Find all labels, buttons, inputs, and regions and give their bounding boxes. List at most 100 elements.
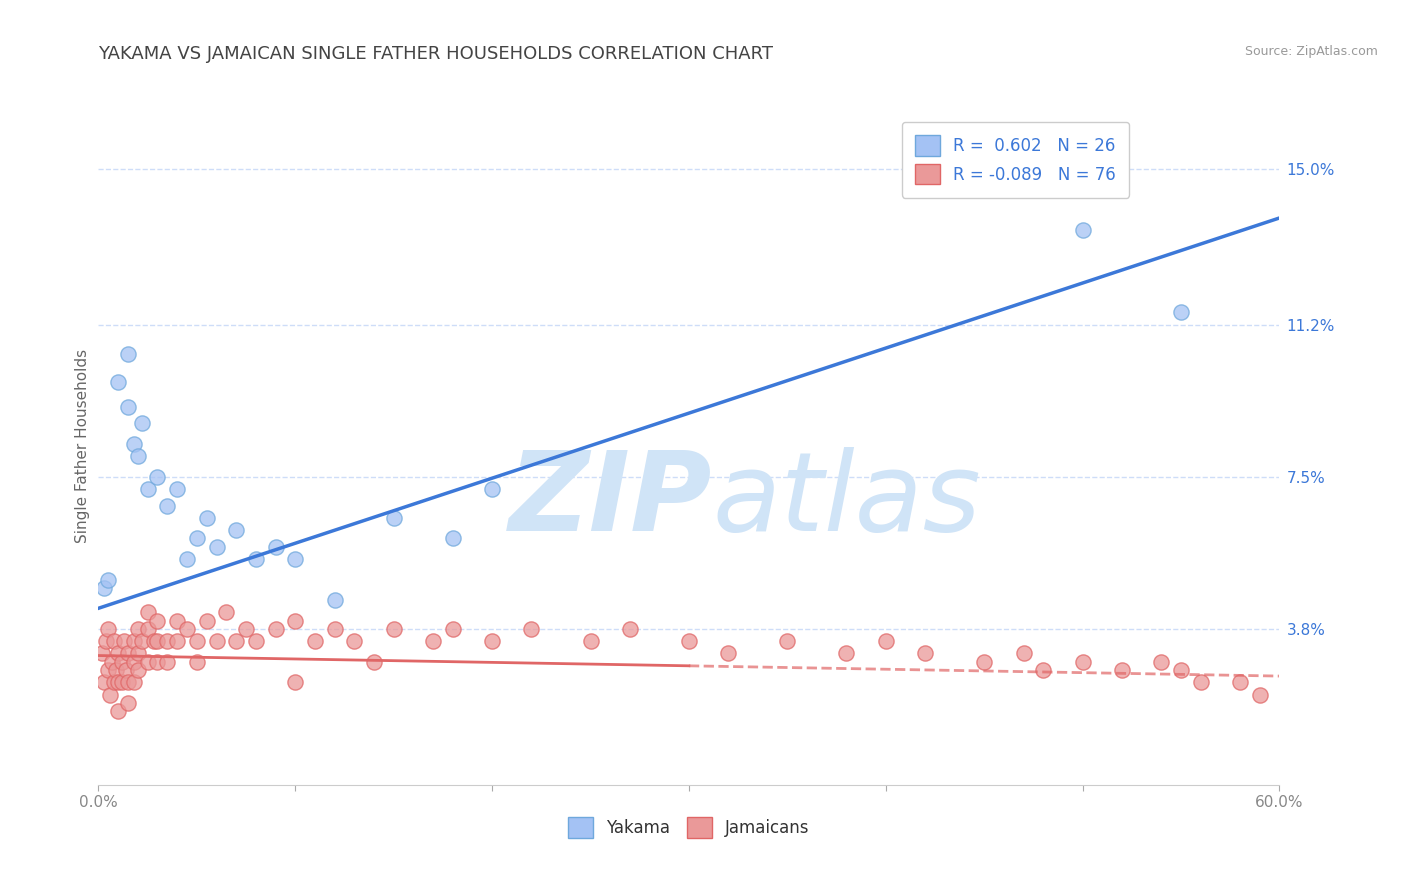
Point — [111, 655, 134, 669]
Point — [245, 552, 267, 566]
Point — [107, 647, 129, 661]
Point — [914, 647, 936, 661]
Point — [156, 655, 179, 669]
Point — [441, 622, 464, 636]
Point — [323, 622, 346, 636]
Point — [107, 675, 129, 690]
Point — [186, 634, 208, 648]
Point — [678, 634, 700, 648]
Point — [96, 634, 118, 648]
Point — [520, 622, 543, 636]
Point — [142, 634, 165, 648]
Point — [382, 622, 405, 636]
Point — [343, 634, 366, 648]
Point — [122, 437, 145, 451]
Point — [776, 634, 799, 648]
Point — [1012, 647, 1035, 661]
Point — [176, 552, 198, 566]
Point — [875, 634, 897, 648]
Point — [93, 581, 115, 595]
Point — [205, 634, 228, 648]
Point — [136, 606, 159, 620]
Point — [127, 622, 149, 636]
Point — [973, 655, 995, 669]
Point — [166, 634, 188, 648]
Point — [105, 663, 128, 677]
Point — [1032, 663, 1054, 677]
Y-axis label: Single Father Households: Single Father Households — [75, 349, 90, 543]
Point — [363, 655, 385, 669]
Point — [284, 675, 307, 690]
Point — [176, 622, 198, 636]
Point — [127, 450, 149, 464]
Legend: Yakama, Jamaicans: Yakama, Jamaicans — [561, 811, 817, 845]
Point — [136, 482, 159, 496]
Point — [91, 647, 114, 661]
Point — [115, 663, 138, 677]
Point — [717, 647, 740, 661]
Point — [264, 622, 287, 636]
Point — [835, 647, 858, 661]
Point — [619, 622, 641, 636]
Point — [1071, 223, 1094, 237]
Point — [225, 634, 247, 648]
Point — [1170, 305, 1192, 319]
Point — [127, 663, 149, 677]
Point — [1189, 675, 1212, 690]
Point — [382, 511, 405, 525]
Point — [323, 593, 346, 607]
Point — [1111, 663, 1133, 677]
Point — [245, 634, 267, 648]
Point — [117, 400, 139, 414]
Point — [481, 482, 503, 496]
Point — [122, 634, 145, 648]
Point — [93, 675, 115, 690]
Point — [112, 634, 135, 648]
Point — [284, 552, 307, 566]
Point — [122, 675, 145, 690]
Point — [1071, 655, 1094, 669]
Point — [284, 614, 307, 628]
Point — [146, 614, 169, 628]
Point — [127, 647, 149, 661]
Point — [215, 606, 238, 620]
Point — [103, 675, 125, 690]
Point — [422, 634, 444, 648]
Point — [1249, 688, 1271, 702]
Point — [304, 634, 326, 648]
Point — [146, 634, 169, 648]
Point — [579, 634, 602, 648]
Point — [97, 573, 120, 587]
Point — [103, 634, 125, 648]
Point — [97, 663, 120, 677]
Point — [111, 675, 134, 690]
Point — [1150, 655, 1173, 669]
Point — [136, 655, 159, 669]
Point — [131, 417, 153, 431]
Point — [186, 655, 208, 669]
Text: atlas: atlas — [713, 447, 981, 554]
Point — [186, 532, 208, 546]
Point — [1229, 675, 1251, 690]
Point — [156, 634, 179, 648]
Text: Source: ZipAtlas.com: Source: ZipAtlas.com — [1244, 45, 1378, 58]
Text: ZIP: ZIP — [509, 447, 713, 554]
Point — [156, 499, 179, 513]
Point — [166, 614, 188, 628]
Point — [117, 346, 139, 360]
Point — [166, 482, 188, 496]
Point — [98, 688, 121, 702]
Point — [131, 634, 153, 648]
Point — [264, 540, 287, 554]
Point — [101, 655, 124, 669]
Point — [117, 696, 139, 710]
Point — [205, 540, 228, 554]
Point — [117, 675, 139, 690]
Point — [146, 655, 169, 669]
Point — [136, 622, 159, 636]
Point — [146, 470, 169, 484]
Point — [195, 614, 218, 628]
Point — [1170, 663, 1192, 677]
Point — [481, 634, 503, 648]
Point — [107, 704, 129, 718]
